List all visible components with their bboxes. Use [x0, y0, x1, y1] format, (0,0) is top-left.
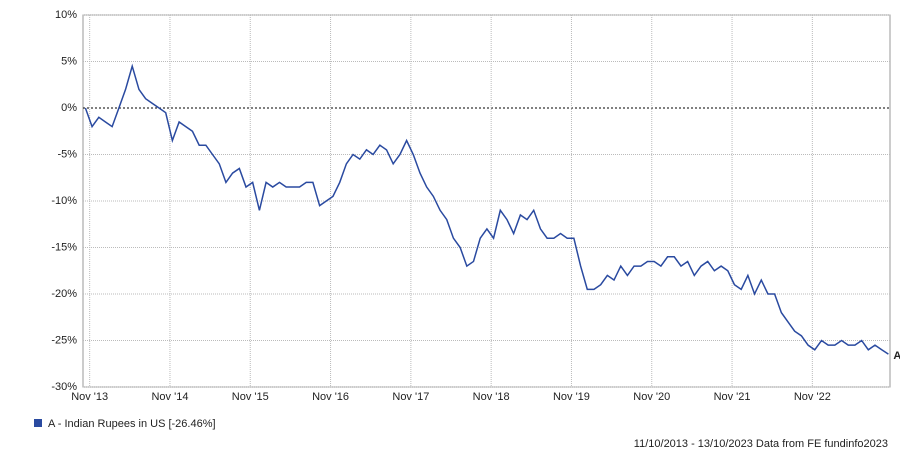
x-tick-label: Nov '18 [473, 391, 510, 403]
y-tick-label: -5% [57, 148, 77, 160]
plot-frame [82, 14, 891, 388]
y-tick-label: -10% [51, 195, 77, 207]
y-tick-label: 0% [61, 102, 77, 114]
footer: 11/10/2013 - 13/10/2023 Data from FE fun… [634, 438, 888, 450]
y-tick-label: -30% [51, 381, 77, 393]
legend-label: A - Indian Rupees in US [-26.46%] [48, 418, 216, 430]
series-line [84, 63, 889, 355]
y-tick-label: 5% [61, 55, 77, 67]
x-tick-label: Nov '14 [151, 391, 188, 403]
x-tick-label: Nov '15 [232, 391, 269, 403]
y-tick-label: 10% [55, 9, 77, 21]
x-tick-label: Nov '19 [553, 391, 590, 403]
x-tick-label: Nov '16 [312, 391, 349, 403]
y-tick-label: -20% [51, 288, 77, 300]
x-tick-label: Nov '13 [71, 391, 108, 403]
y-tick-label: -25% [51, 334, 77, 346]
series-end-label: A [893, 350, 900, 362]
x-tick-label: Nov '20 [633, 391, 670, 403]
x-tick-label: Nov '17 [392, 391, 429, 403]
legend-swatch [34, 419, 42, 427]
x-tick-label: Nov '21 [714, 391, 751, 403]
y-tick-label: -15% [51, 241, 77, 253]
x-tick-label: Nov '22 [794, 391, 831, 403]
